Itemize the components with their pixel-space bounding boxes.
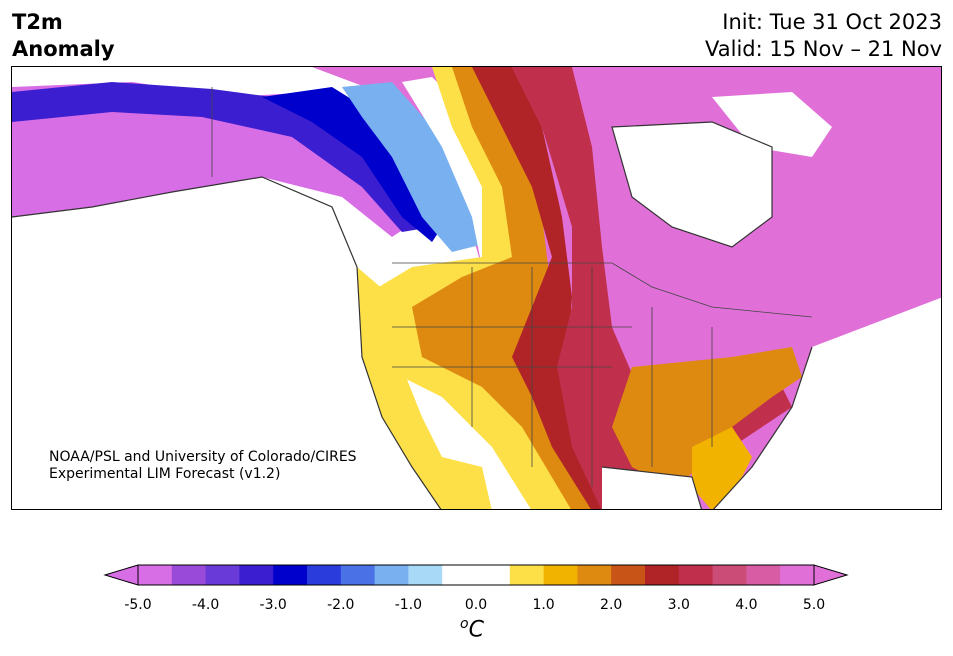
colorbar-cell xyxy=(577,565,612,585)
anomaly-map xyxy=(11,66,942,510)
colorbar-cell xyxy=(239,565,274,585)
colorbar-tick-label: -3.0 xyxy=(259,597,287,613)
colorbar-tick-label: 0.0 xyxy=(464,597,488,613)
pacific-ocean xyxy=(12,177,441,509)
colorbar-cell xyxy=(645,565,680,585)
arctic-gap xyxy=(712,92,832,157)
hudson-bay xyxy=(612,122,772,247)
colorbar-tick-label: -5.0 xyxy=(124,597,152,613)
unit-degree: o xyxy=(460,616,469,632)
colorbar-cell xyxy=(611,565,646,585)
anomaly-region-cool xyxy=(342,82,492,252)
colorbar-max-arrow xyxy=(813,564,849,586)
colorbar-cell xyxy=(205,565,240,585)
colorbar-cells xyxy=(138,565,815,585)
colorbar-tick-label: -1.0 xyxy=(394,597,423,613)
init-date: Init: Tue 31 Oct 2023 xyxy=(722,10,942,34)
colorbar-tick-label: -2.0 xyxy=(327,597,355,613)
colorbar-unit: oC xyxy=(460,616,484,642)
colorbar-outline xyxy=(137,564,815,586)
forecast-credit: NOAA/PSL and University of Colorado/CIRE… xyxy=(49,449,357,483)
map-variable-title: T2m Anomaly xyxy=(12,9,115,63)
colorbar-cell xyxy=(340,565,376,585)
anomaly-region-southeast xyxy=(612,347,802,487)
anomaly-region-westcoast xyxy=(357,267,492,509)
colorbar-cell xyxy=(408,565,443,585)
anomaly-region-cold-band xyxy=(262,87,442,242)
unit-letter: C xyxy=(468,617,484,643)
map-date-title: Init: Tue 31 Oct 2023 Valid: 15 Nov – 21… xyxy=(705,9,942,63)
credit-line1: NOAA/PSL and University of Colorado/CIRE… xyxy=(49,449,357,465)
colorbar-cell xyxy=(307,565,342,585)
political-borders xyxy=(211,87,813,487)
colorbar-cell xyxy=(712,565,747,585)
colorbar-cell xyxy=(273,565,308,585)
colorbar xyxy=(103,564,849,586)
colorbar-cell xyxy=(374,565,409,585)
colorbar-cell xyxy=(678,565,714,585)
colorbar-tick-label: 3.0 xyxy=(667,597,690,613)
colorbar-tick-label: 1.0 xyxy=(532,597,555,613)
colorbar-cell xyxy=(746,565,781,585)
map-canvas xyxy=(12,67,941,509)
colorbar-cell xyxy=(476,565,511,585)
colorbar-cell xyxy=(171,565,207,585)
colorbar-cell xyxy=(780,565,815,585)
colorbar-cell xyxy=(138,565,173,585)
colorbar-tick-label: -4.0 xyxy=(191,597,220,613)
colorbar-cell xyxy=(509,565,545,585)
variable-line1: T2m xyxy=(12,10,63,34)
coastlines xyxy=(12,121,813,509)
atlantic-ocean xyxy=(713,297,941,509)
colorbar-tick-label: 4.0 xyxy=(735,597,758,613)
colorbar-cell xyxy=(543,565,578,585)
anomaly-region-florida xyxy=(692,427,752,509)
colorbar-tick-label: 2.0 xyxy=(600,597,623,613)
variable-line2: Anomaly xyxy=(12,37,115,61)
gulf-of-mexico xyxy=(602,467,702,509)
credit-line2: Experimental LIM Forecast (v1.2) xyxy=(49,466,281,482)
colorbar-min-arrow xyxy=(103,564,139,586)
colorbar-cell xyxy=(442,565,477,585)
colorbar-tick-label: 5.0 xyxy=(802,597,826,613)
valid-date: Valid: 15 Nov – 21 Nov xyxy=(705,37,942,61)
